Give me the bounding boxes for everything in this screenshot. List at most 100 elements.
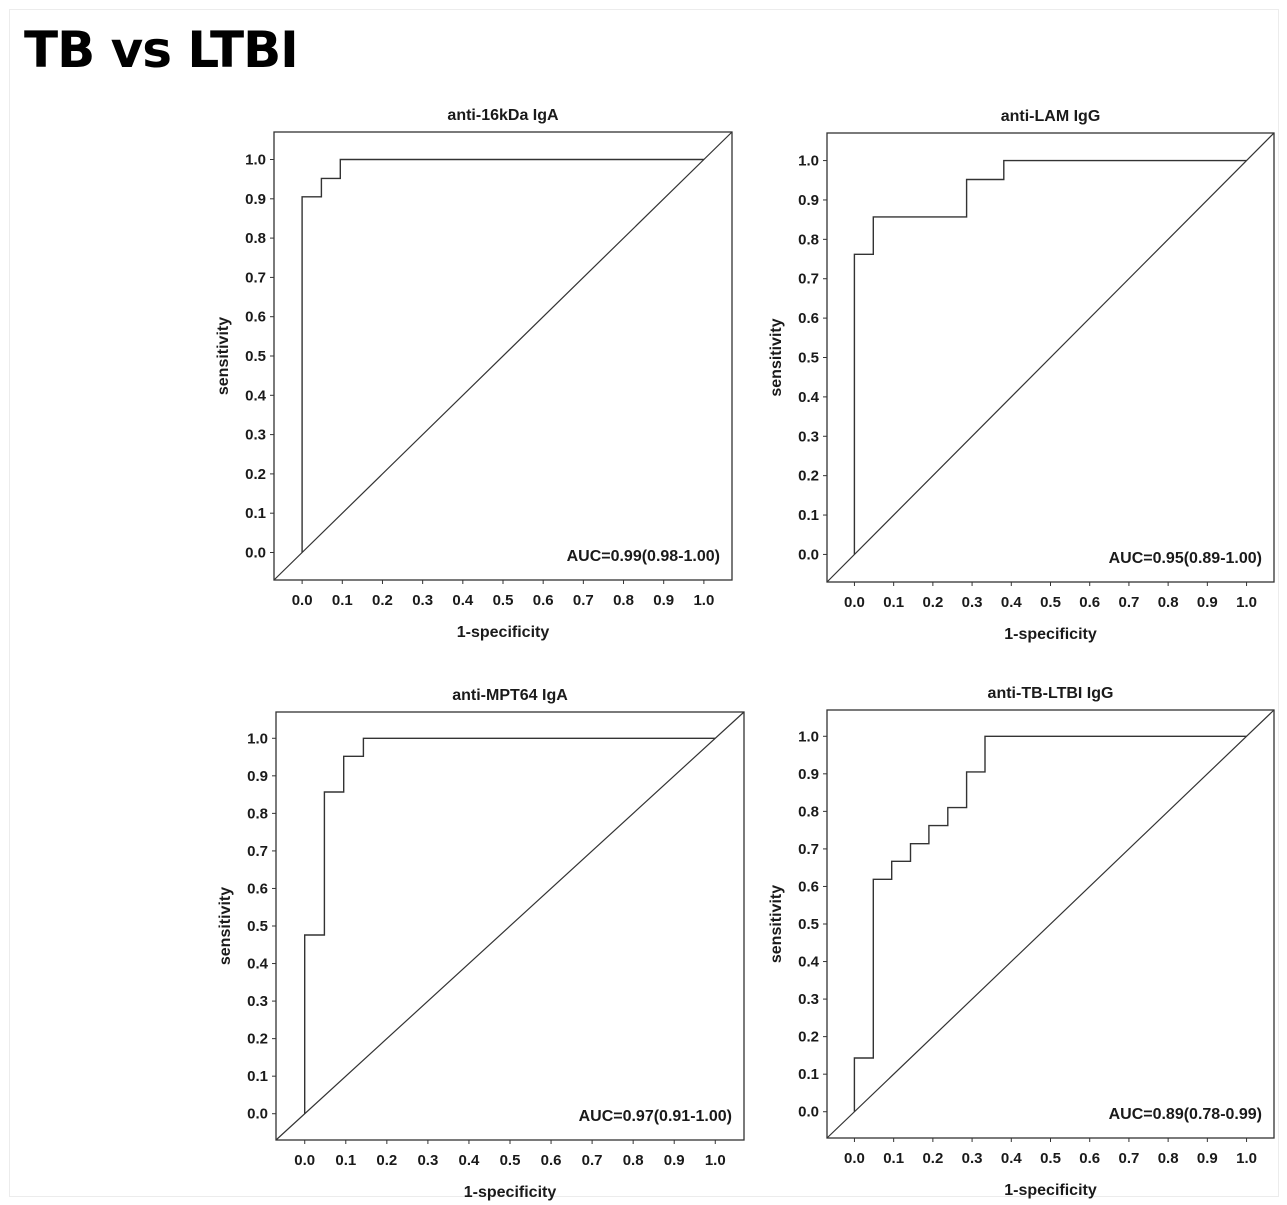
y-tick-label: 0.2 bbox=[798, 468, 819, 485]
x-tick-label: 0.6 bbox=[541, 1152, 562, 1169]
y-tick-label: 0.9 bbox=[245, 191, 266, 208]
chart-panel-3: anti-MPT64 IgA 0.0 0.0 0.1 0.1 0.2 0.2 0.3 0.3 0.… bbox=[217, 687, 745, 1201]
auc-annotation: AUC=0.89(0.78-0.99) bbox=[1109, 1106, 1262, 1123]
x-tick-label: 0.7 bbox=[1118, 594, 1139, 611]
y-tick-label: 0.3 bbox=[247, 993, 268, 1010]
x-tick-label: 0.3 bbox=[962, 594, 983, 611]
y-tick-label: 0.3 bbox=[245, 427, 266, 444]
x-tick-label: 0.4 bbox=[1001, 1150, 1023, 1167]
y-tick-label: 0.8 bbox=[247, 805, 268, 822]
y-tick-label: 0.7 bbox=[798, 271, 819, 288]
y-tick-label: 0.4 bbox=[245, 387, 267, 404]
x-tick-label: 0.4 bbox=[1001, 594, 1023, 611]
y-tick-label: 0.1 bbox=[798, 507, 819, 524]
y-axis-label: sensitivity bbox=[768, 318, 785, 396]
x-tick-label: 0.7 bbox=[1118, 1150, 1139, 1167]
x-tick-label: 0.9 bbox=[653, 592, 674, 609]
auc-annotation: AUC=0.97(0.91-1.00) bbox=[579, 1108, 732, 1125]
x-tick-label: 0.5 bbox=[493, 592, 514, 609]
y-tick-label: 0.6 bbox=[245, 309, 266, 326]
x-tick-label: 0.7 bbox=[582, 1152, 603, 1169]
y-tick-label: 0.3 bbox=[798, 428, 819, 445]
y-tick-label: 0.4 bbox=[798, 954, 820, 971]
x-tick-label: 0.2 bbox=[372, 592, 393, 609]
x-tick-label: 0.6 bbox=[1079, 1150, 1100, 1167]
roc-curve bbox=[853, 735, 1247, 1112]
x-tick-label: 0.0 bbox=[292, 592, 313, 609]
x-tick-label: 0.4 bbox=[459, 1152, 481, 1169]
x-tick-label: 0.3 bbox=[412, 592, 433, 609]
y-tick-label: 0.0 bbox=[247, 1106, 268, 1123]
x-tick-label: 0.6 bbox=[1079, 594, 1100, 611]
y-tick-label: 0.4 bbox=[247, 956, 269, 973]
x-tick-label: 0.8 bbox=[1158, 1150, 1179, 1167]
y-tick-label: 0.8 bbox=[798, 231, 819, 248]
x-tick-label: 0.9 bbox=[664, 1152, 685, 1169]
reference-diagonal bbox=[275, 711, 745, 1141]
y-tick-label: 0.0 bbox=[245, 544, 266, 561]
y-tick-label: 0.6 bbox=[798, 878, 819, 895]
y-tick-label: 0.4 bbox=[798, 389, 820, 406]
y-tick-label: 0.1 bbox=[798, 1066, 819, 1083]
page-title: TB vs LTBI bbox=[24, 21, 299, 79]
y-tick-label: 0.8 bbox=[798, 803, 819, 820]
y-tick-label: 0.5 bbox=[247, 918, 268, 935]
y-tick-label: 1.0 bbox=[798, 153, 819, 170]
x-axis-label: 1-specificity bbox=[457, 624, 550, 641]
roc-curve bbox=[301, 158, 704, 553]
y-tick-label: 0.5 bbox=[245, 348, 266, 365]
x-tick-label: 0.3 bbox=[962, 1150, 983, 1167]
x-tick-label: 0.6 bbox=[533, 592, 554, 609]
y-tick-label: 0.5 bbox=[798, 350, 819, 367]
chart-title: anti-TB-LTBI IgG bbox=[988, 685, 1114, 702]
x-tick-label: 0.2 bbox=[376, 1152, 397, 1169]
reference-diagonal bbox=[826, 132, 1275, 583]
y-tick-label: 0.7 bbox=[245, 269, 266, 286]
x-axis-label: 1-specificity bbox=[464, 1184, 557, 1201]
chart-panel-4: anti-TB-LTBI IgG 0.0 0.0 0.1 0.1 0.2 0.2 0.3 0.3… bbox=[768, 685, 1275, 1199]
y-axis-label: sensitivity bbox=[768, 885, 785, 963]
x-tick-label: 0.8 bbox=[613, 592, 634, 609]
y-tick-label: 0.1 bbox=[247, 1068, 268, 1085]
y-tick-label: 0.1 bbox=[245, 505, 266, 522]
x-tick-label: 0.7 bbox=[573, 592, 594, 609]
y-tick-label: 0.6 bbox=[247, 880, 268, 897]
chart-title: anti-LAM IgG bbox=[1001, 108, 1101, 125]
x-tick-label: 0.0 bbox=[294, 1152, 315, 1169]
y-tick-label: 0.6 bbox=[798, 310, 819, 327]
chart-panel-2: anti-LAM IgG 0.0 0.0 0.1 0.1 0.2 0.2 0.3 0.3 0.4 0… bbox=[768, 108, 1275, 643]
y-tick-label: 0.7 bbox=[247, 843, 268, 860]
reference-diagonal bbox=[826, 709, 1275, 1139]
x-tick-label: 1.0 bbox=[693, 592, 714, 609]
x-tick-label: 1.0 bbox=[1236, 594, 1257, 611]
x-axis-label: 1-specificity bbox=[1004, 1182, 1097, 1199]
y-axis-label: sensitivity bbox=[215, 317, 232, 395]
x-tick-label: 0.8 bbox=[623, 1152, 644, 1169]
x-tick-label: 0.8 bbox=[1158, 594, 1179, 611]
y-tick-label: 1.0 bbox=[798, 728, 819, 745]
y-tick-label: 0.2 bbox=[798, 1029, 819, 1046]
y-tick-label: 0.7 bbox=[798, 841, 819, 858]
y-tick-label: 0.3 bbox=[798, 991, 819, 1008]
x-tick-label: 0.2 bbox=[922, 594, 943, 611]
y-tick-label: 0.2 bbox=[245, 466, 266, 483]
x-tick-label: 0.1 bbox=[883, 1150, 904, 1167]
chart-title: anti-16kDa IgA bbox=[447, 107, 559, 124]
x-tick-label: 0.1 bbox=[883, 594, 904, 611]
x-tick-label: 0.9 bbox=[1197, 1150, 1218, 1167]
y-tick-label: 0.2 bbox=[247, 1031, 268, 1048]
y-axis-label: sensitivity bbox=[217, 887, 234, 965]
x-tick-label: 0.2 bbox=[922, 1150, 943, 1167]
y-tick-label: 1.0 bbox=[247, 730, 268, 747]
y-tick-label: 0.9 bbox=[798, 192, 819, 209]
x-tick-label: 0.5 bbox=[1040, 594, 1061, 611]
chart-title: anti-MPT64 IgA bbox=[452, 687, 568, 704]
x-tick-label: 0.4 bbox=[452, 592, 474, 609]
roc-curve bbox=[304, 737, 716, 1114]
figure-frame bbox=[9, 9, 1279, 1197]
y-tick-label: 0.9 bbox=[247, 768, 268, 785]
x-tick-label: 0.5 bbox=[1040, 1150, 1061, 1167]
x-tick-label: 0.1 bbox=[332, 592, 353, 609]
auc-annotation: AUC=0.99(0.98-1.00) bbox=[567, 548, 720, 565]
